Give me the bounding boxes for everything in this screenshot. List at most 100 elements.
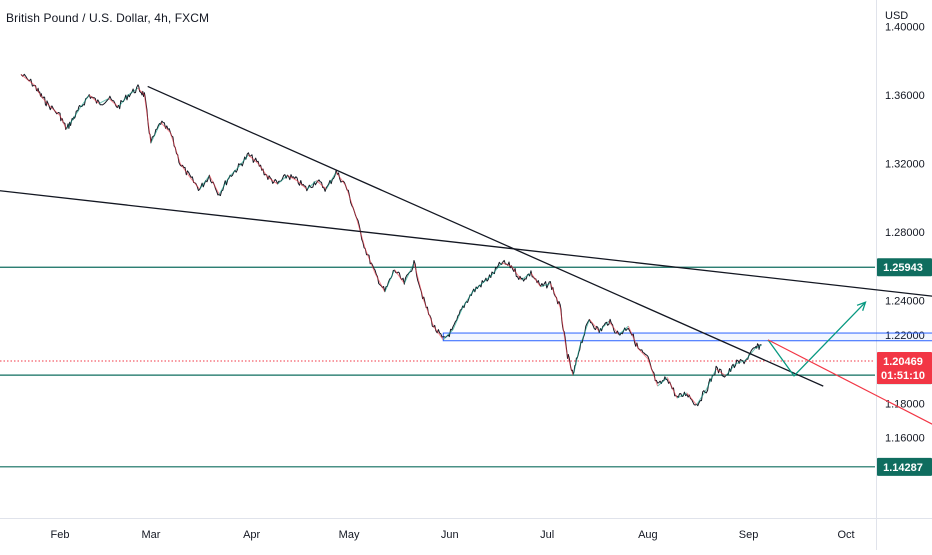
- candle-segment: [374, 272, 386, 293]
- candle-segment: [325, 171, 337, 190]
- candle-segment: [666, 377, 678, 399]
- candle-segment: [472, 282, 483, 293]
- candle-segment: [267, 176, 278, 185]
- y-tick-label: 1.36000: [885, 90, 925, 102]
- candle-segment: [696, 389, 707, 406]
- candle-segment: [179, 163, 191, 178]
- candle-segment: [462, 291, 473, 308]
- candle-segment: [296, 180, 308, 190]
- y-tick-label: 1.28000: [885, 227, 925, 239]
- candle-segment: [277, 175, 288, 185]
- candle-segment: [108, 98, 119, 108]
- candle-segment: [79, 94, 90, 109]
- candle-segment: [754, 344, 762, 349]
- x-tick-label: Jun: [441, 529, 459, 541]
- candle-segment: [306, 180, 317, 190]
- candle-segment: [442, 329, 454, 341]
- candle-segment: [686, 392, 697, 406]
- level-price-label-text: 1.14287: [883, 462, 923, 474]
- support-zone-rectangle[interactable]: [442, 332, 932, 342]
- candle-segment: [549, 283, 561, 308]
- y-tick-label: 1.18000: [885, 398, 925, 410]
- candle-segment: [413, 262, 425, 301]
- candle-segment: [540, 282, 551, 288]
- candle-segment: [530, 272, 542, 288]
- candle-segment: [40, 94, 48, 104]
- candle-segment: [589, 319, 600, 332]
- candle-segment: [403, 262, 415, 284]
- candle-segment: [257, 163, 269, 178]
- candle-segment: [218, 176, 230, 195]
- candle-segment: [608, 320, 620, 336]
- candle-segment: [150, 122, 162, 144]
- candle-segment: [394, 269, 405, 284]
- current-price-label-text: 01:51:10: [881, 370, 925, 382]
- candle-segment: [481, 274, 493, 284]
- candle-segment: [566, 351, 574, 376]
- candle-segment: [46, 103, 61, 116]
- candle-segment: [98, 97, 109, 105]
- level-price-label: [877, 457, 932, 476]
- chart-title: British Pound / U.S. Dollar, 4h, FXCM: [6, 11, 210, 25]
- candle-segment: [598, 320, 610, 332]
- trendline[interactable]: [147, 85, 824, 387]
- candle-segment: [452, 307, 464, 330]
- candle-segment: [715, 368, 727, 377]
- y-tick-label: 1.32000: [885, 159, 925, 171]
- level-price-label-text: 1.25943: [883, 262, 923, 274]
- y-tick-label: 1.16000: [885, 433, 925, 445]
- candle-segment: [199, 175, 210, 190]
- candle-segment: [647, 358, 659, 387]
- candle-segment: [384, 269, 395, 293]
- candle-segment: [637, 348, 649, 360]
- candle-segment: [559, 307, 568, 352]
- x-tick-label: Oct: [837, 529, 854, 541]
- candle-segment: [118, 94, 129, 108]
- y-tick-label: 1.40000: [885, 22, 925, 34]
- candle-segment: [579, 319, 590, 347]
- candle-segment: [208, 175, 220, 195]
- candle-segment: [520, 272, 532, 281]
- candle-segment: [238, 154, 249, 168]
- candle-segment: [572, 346, 581, 376]
- current-price-label: [877, 351, 932, 384]
- y-tick-label: 1.24000: [885, 296, 925, 308]
- current-price-label-text: 1.20469: [883, 356, 923, 368]
- candle-segment: [287, 175, 298, 182]
- candle-segment: [627, 325, 639, 349]
- candle-segment: [59, 115, 67, 130]
- candle-segment: [618, 325, 629, 336]
- candle-segment: [137, 87, 145, 96]
- x-tick-label: Apr: [243, 529, 260, 541]
- candle-segment: [511, 265, 522, 281]
- x-tick-label: Mar: [141, 529, 160, 541]
- candle-segment: [335, 171, 347, 187]
- x-tick-label: Feb: [51, 529, 70, 541]
- bearish-scenario-path[interactable]: [767, 339, 932, 467]
- candle-segment: [501, 262, 512, 267]
- candle-segment: [20, 74, 35, 86]
- candle-segment: [143, 94, 152, 144]
- level-price-label: [877, 258, 932, 277]
- candle-segment: [248, 154, 259, 164]
- x-tick-label: Jul: [540, 529, 554, 541]
- candle-segment: [189, 176, 201, 190]
- candle-segment: [423, 300, 434, 327]
- bullish-scenario-arrowhead: [856, 301, 867, 311]
- x-tick-label: Aug: [638, 529, 658, 541]
- candle-segment: [127, 87, 139, 96]
- candle-segment: [345, 185, 357, 216]
- candle-segment: [66, 118, 74, 130]
- candle-segment: [491, 262, 503, 276]
- candle-segment: [657, 377, 668, 387]
- bullish-scenario-path[interactable]: [767, 301, 866, 377]
- candle-segment: [160, 122, 171, 134]
- candle-segment: [88, 94, 100, 104]
- candle-segment: [676, 392, 688, 399]
- candle-segment: [228, 166, 239, 178]
- x-tick-label: May: [339, 529, 360, 541]
- candle-segment: [364, 248, 376, 274]
- trendline[interactable]: [0, 186, 932, 323]
